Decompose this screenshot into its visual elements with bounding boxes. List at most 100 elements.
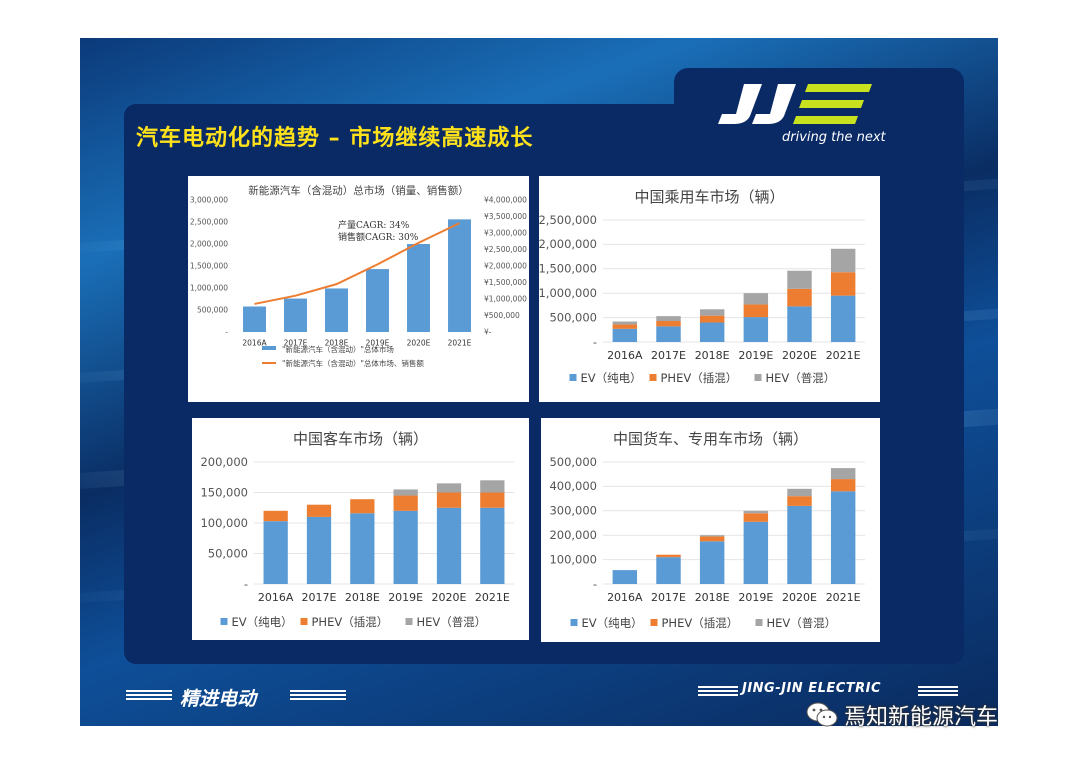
annotation: 产量CAGR: 34% — [338, 219, 410, 231]
bar — [743, 317, 769, 342]
y-tick-label: 3,000,000 — [190, 196, 228, 205]
bar — [830, 468, 856, 480]
bar — [830, 479, 856, 492]
y2-tick-label: ¥3,000,000 — [484, 229, 527, 238]
logo-tagline: driving the next — [782, 130, 886, 145]
logo-bar — [793, 116, 858, 124]
x-tick-label: 2016A — [607, 349, 643, 362]
y-tick-label: - — [593, 577, 597, 591]
chart-truck-svg: 中国货车、专用车市场（辆） - 100,000 200,000 300,000 400,0… — [549, 430, 865, 630]
slide: 汽车电动化的趋势 – 市场继续高速成长 driving the next 新能源… — [80, 38, 998, 726]
bar — [787, 488, 812, 497]
legend-swatch — [262, 346, 276, 350]
bar — [325, 288, 348, 332]
bar — [612, 328, 638, 342]
y-tick-label: 1,000,000 — [190, 284, 228, 293]
y-tick-label: 300,000 — [549, 504, 597, 518]
y-tick-label: 2,000,000 — [190, 240, 228, 249]
legend-label: PHEV（插混） — [661, 371, 738, 385]
logo-bar — [799, 100, 864, 108]
x-tick-label: 2021E — [826, 349, 861, 362]
bar — [436, 483, 462, 493]
footer-stripes — [290, 690, 346, 702]
y-tick-label: 2,500,000 — [190, 218, 228, 227]
chart-title: 中国乘用车市场（辆） — [634, 188, 784, 206]
footer-brand-en: JING-JIN ELECTRIC — [742, 681, 882, 696]
bar — [407, 244, 430, 332]
bar — [436, 507, 462, 584]
bar — [830, 272, 856, 296]
y-tick-label: 200,000 — [200, 455, 248, 469]
bar — [699, 315, 725, 323]
y2-tick-label: ¥3,500,000 — [484, 212, 527, 221]
bar — [830, 491, 856, 584]
legend-label: HEV（普混） — [766, 371, 836, 385]
bar — [612, 324, 638, 329]
legend-swatch — [405, 618, 413, 625]
x-tick-label: 2017E — [651, 591, 686, 604]
y-tick-label: 500,000 — [549, 455, 597, 469]
y-tick-label: 100,000 — [549, 552, 597, 566]
legend-swatch — [755, 619, 763, 626]
bar — [699, 309, 725, 316]
y2-tick-label: ¥- — [484, 328, 492, 337]
legend-swatch — [220, 618, 228, 625]
chart-nev-market-svg: 新能源汽车（含混动）总市场（销量、销售额） - 500,000 1,000,000 1,… — [190, 184, 527, 368]
bar — [656, 326, 681, 342]
x-tick-label: 2020E — [782, 349, 817, 362]
x-tick-label: 2017E — [302, 591, 337, 604]
y2-tick-label: ¥500,000 — [484, 311, 520, 320]
y-tick-label: 500,000 — [197, 306, 228, 315]
series-line — [254, 222, 460, 305]
bar — [350, 513, 375, 584]
annotation: 销售额CAGR: 30% — [338, 231, 419, 243]
bar — [787, 288, 812, 307]
x-tick-label: 2020E — [432, 591, 467, 604]
bar — [656, 557, 681, 584]
logo-bar — [805, 84, 872, 92]
legend-label: EV（纯电） — [581, 371, 642, 385]
y2-tick-label: ¥2,000,000 — [484, 262, 527, 271]
bar — [393, 489, 418, 496]
bar — [656, 554, 681, 558]
y-tick-label: - — [593, 335, 597, 349]
y2-tick-label: ¥1,000,000 — [484, 295, 527, 304]
bar — [743, 293, 769, 305]
bar — [263, 521, 288, 584]
legend-label: HEV（普混） — [417, 615, 487, 629]
x-tick-label: 2016A — [242, 339, 267, 348]
bar — [480, 492, 505, 508]
bar — [830, 295, 856, 342]
x-tick-label: 2016A — [607, 591, 643, 604]
bar — [612, 321, 638, 325]
legend-swatch — [570, 619, 578, 626]
bar — [787, 306, 812, 342]
x-tick-label: 2019E — [738, 591, 773, 604]
x-tick-label: 2020E — [782, 591, 817, 604]
bar — [366, 269, 389, 332]
bar — [656, 316, 681, 322]
footer-stripes — [918, 686, 958, 698]
legend-swatch — [650, 619, 658, 626]
watermark: 焉知新能源汽车 — [806, 700, 998, 730]
bar — [787, 505, 812, 584]
bar — [393, 495, 418, 511]
y-tick-label: 400,000 — [549, 479, 597, 493]
bar — [787, 270, 812, 289]
bar — [656, 321, 681, 327]
legend-label: PHEV（插混） — [312, 615, 389, 629]
chart-nev-market: 新能源汽车（含混动）总市场（销量、销售额） - 500,000 1,000,000 1,… — [188, 176, 529, 402]
bar — [787, 496, 812, 506]
y-tick-label: - — [225, 328, 228, 337]
legend-swatch — [569, 374, 577, 381]
chart-bus-svg: 中国客车市场（辆） - 50,000 100,000 150,000 200,000 201… — [200, 430, 514, 629]
bar — [480, 480, 505, 493]
chart-title: 新能源汽车（含混动）总市场（销量、销售额） — [248, 184, 469, 197]
slide-title: 汽车电动化的趋势 – 市场继续高速成长 — [136, 126, 534, 151]
x-tick-label: 2019E — [738, 349, 773, 362]
legend-label: HEV（普混） — [767, 616, 837, 630]
bar — [350, 499, 375, 514]
y-tick-label: 500,000 — [549, 310, 597, 324]
y-tick-label: 200,000 — [549, 528, 597, 542]
legend-swatch — [300, 618, 308, 625]
